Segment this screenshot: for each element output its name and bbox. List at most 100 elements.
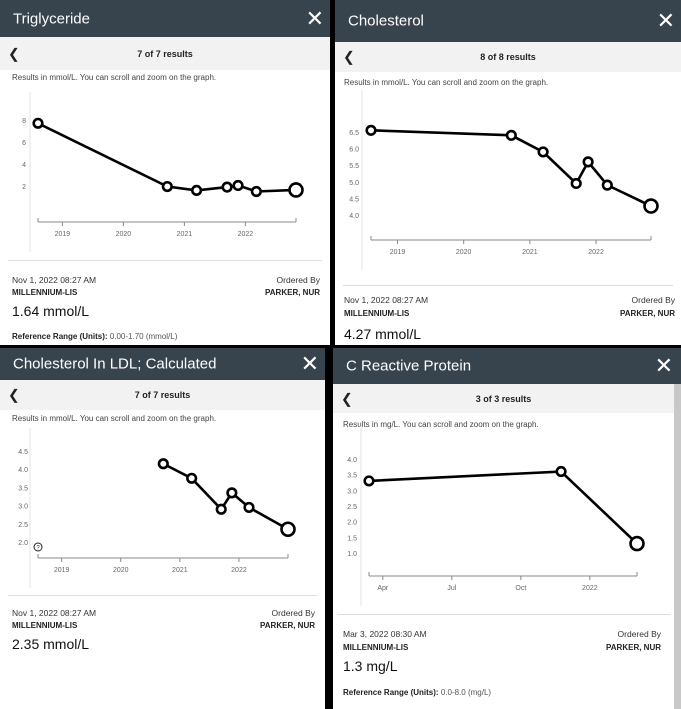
y-tick-label: 3.5 [347, 473, 357, 480]
reference-range: Reference Range (Units): 0.0-8.0 (mg/L) [343, 688, 491, 697]
data-point [243, 501, 255, 514]
close-icon[interactable]: ✕ [300, 351, 319, 376]
data-point [226, 487, 238, 499]
data-point [215, 503, 227, 515]
reference-range-value: 0.0-8.0 (mg/L) [440, 688, 492, 697]
y-tick-label: 4.5 [18, 449, 28, 456]
close-icon[interactable]: ✕ [656, 8, 675, 33]
result-source: MILLENNIUM-LIS [12, 288, 78, 297]
trend-chart[interactable]: 2019 2020 2021 2022 2.0 2.5 3.0 3.5 4.0 4.5? [0, 348, 325, 595]
data-point [161, 180, 173, 193]
trend-chart[interactable]: 2019 2020 2021 2022 2 4 6 8 [0, 0, 330, 260]
result-value: 1.3 mg/L [343, 658, 398, 674]
x-tick-label: 2021 [172, 567, 188, 574]
trend-chart[interactable]: Apr Jul Oct 2022 1.0 1.5 2.0 2.5 3.0 3.5 4.0 [333, 348, 673, 614]
y-tick-label: 3.5 [18, 485, 28, 492]
ordered-by-label: Ordered By [271, 608, 315, 618]
y-tick-label: 4.5 [349, 196, 359, 203]
latest-data-point [288, 182, 304, 198]
info-icon-glyph: ? [36, 546, 40, 552]
ordered-by-name: PARKER, NUR [620, 309, 675, 318]
result-value: 2.35 mmol/L [12, 636, 90, 652]
results-count: 3 of 3 results [475, 393, 532, 404]
divider [337, 614, 671, 615]
scrollbar[interactable] [674, 384, 681, 709]
y-tick-label: 3.0 [347, 488, 357, 495]
latest-data-point [629, 535, 645, 552]
ordered-by-label: Ordered By [631, 295, 675, 305]
latest-data-point [280, 521, 296, 538]
chart-note: Results in mg/L. You can scroll and zoom… [343, 420, 539, 429]
x-tick-label: Apr [377, 585, 389, 592]
x-tick-label: 2022 [231, 567, 247, 574]
result-source: MILLENNIUM-LIS [343, 643, 409, 652]
panel-header: Cholesterol ✕ [335, 0, 681, 42]
results-count: 7 of 7 results [137, 48, 193, 59]
series-line [370, 129, 652, 208]
y-tick-label: 2.0 [347, 520, 357, 527]
x-tick-label: 2020 [113, 567, 129, 574]
reference-range-label: Reference Range (Units): [12, 332, 108, 341]
data-point [32, 117, 44, 129]
chart-note: Results in mmol/L. You can scroll and zo… [12, 73, 217, 82]
panel-title: Cholesterol In LDL; Calculated [13, 355, 217, 373]
ordered-by-name: PARKER, NUR [260, 621, 315, 630]
y-tick-label: 2.5 [347, 504, 357, 511]
y-tick-label: 4 [22, 162, 26, 169]
latest-data-point [643, 198, 659, 214]
results-nav: ❮ 8 of 8 results [335, 42, 681, 72]
y-tick-label: 4.0 [347, 457, 357, 464]
series-line [368, 470, 638, 545]
panel-title: Triglyceride [13, 10, 90, 27]
data-point [505, 129, 517, 141]
back-chevron-icon[interactable]: ❮ [341, 390, 353, 406]
x-tick-label: 2020 [116, 231, 132, 238]
x-tick-label: 2019 [390, 249, 406, 256]
panel-title: Cholesterol [348, 12, 424, 30]
data-point [157, 458, 169, 470]
results-count: 7 of 7 results [134, 390, 191, 400]
results-nav: ❮ 3 of 3 results [333, 384, 674, 413]
info-icon [33, 542, 43, 552]
trend-chart[interactable]: 2019 2020 2021 2022 4.0 4.5 5.0 5.5 6.0 6.5 [335, 0, 681, 285]
x-tick-label: 2021 [177, 231, 193, 238]
data-point [190, 184, 203, 196]
panel-header: C Reactive Protein ✕ [333, 348, 681, 384]
result-source: MILLENNIUM-LIS [344, 309, 410, 318]
result-source: MILLENNIUM-LIS [12, 621, 78, 630]
c-reactive-protein-panel: C Reactive Protein ✕ ❮ 3 of 3 results Resu… [333, 348, 681, 709]
ordered-by-name: PARKER, NUR [606, 643, 661, 652]
y-tick-label: 2.0 [18, 540, 28, 547]
y-tick-label: 1.0 [347, 551, 357, 558]
x-tick-label: 2022 [588, 249, 604, 256]
y-tick-label: 6.5 [349, 130, 359, 137]
data-point [601, 179, 613, 191]
result-date: Nov 1, 2022 08:27 AM [12, 275, 97, 285]
back-chevron-icon[interactable]: ❮ [8, 386, 20, 403]
reference-range-label: Reference Range (Units): [343, 688, 439, 697]
back-chevron-icon[interactable]: ❮ [8, 45, 20, 61]
result-date: Nov 1, 2022 08:27 AM [344, 295, 429, 305]
data-point [582, 156, 594, 168]
divider [343, 285, 673, 286]
triglyceride-panel: Triglyceride ✕ ❮ 7 of 7 results Results in… [0, 0, 330, 345]
y-tick-label: 1.5 [347, 535, 357, 542]
result-date: Nov 1, 2022 08:27 AM [12, 608, 97, 618]
results-nav: ❮ 7 of 7 results [0, 380, 325, 410]
data-point [537, 146, 549, 158]
close-icon[interactable]: ✕ [654, 353, 673, 378]
y-tick-label: 4.0 [349, 213, 359, 220]
y-tick-label: 5.0 [349, 180, 359, 187]
cholesterol-panel: Cholesterol ✕ ❮ 8 of 8 results Results in … [335, 0, 681, 345]
reference-range: Reference Range (Units): 0.00-1.70 (mmol… [12, 332, 177, 341]
result-date: Mar 3, 2022 08:30 AM [343, 629, 427, 639]
back-chevron-icon[interactable]: ❮ [343, 48, 355, 65]
y-tick-label: 2 [22, 184, 26, 191]
x-tick-label: Jul [447, 585, 456, 592]
ordered-by-label: Ordered By [276, 275, 320, 285]
series-line [162, 462, 289, 531]
y-tick-label: 5.5 [349, 163, 359, 170]
x-tick-label: Oct [515, 585, 526, 592]
x-tick-label: 2019 [54, 567, 70, 574]
close-icon[interactable]: ✕ [305, 5, 324, 31]
